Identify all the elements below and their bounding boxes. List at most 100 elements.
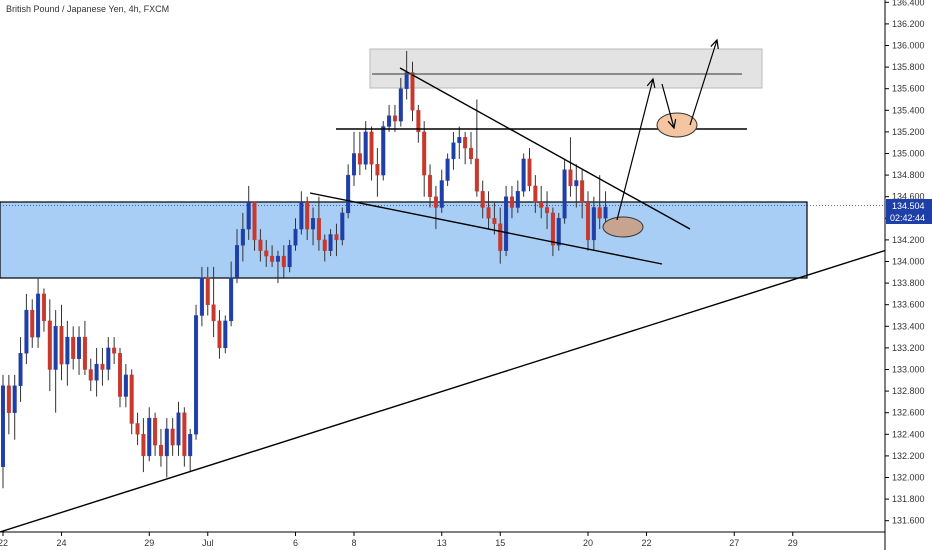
candle-body	[94, 363, 99, 381]
candle-body	[580, 180, 585, 203]
zone-layer	[0, 48, 885, 279]
candle-body	[416, 110, 421, 133]
last-price-tag: 134.504	[892, 201, 925, 211]
candle-body	[100, 363, 105, 370]
candle-body	[474, 158, 479, 192]
candle-body	[480, 191, 485, 208]
price-tick-label: 136.400	[892, 0, 925, 7]
pullback-arrow	[661, 83, 677, 130]
candle-body	[322, 239, 327, 251]
candle-body	[211, 304, 216, 322]
target-arrow-shaft	[689, 39, 718, 126]
candle-body	[12, 385, 17, 413]
candle-body	[410, 72, 415, 111]
candle-body	[77, 336, 82, 359]
lower-wedge-line	[309, 192, 663, 265]
price-tick-label: 136.000	[892, 41, 925, 51]
price-tick-label: 132.400	[892, 429, 925, 439]
candle-body	[147, 417, 152, 457]
candle-body	[135, 423, 140, 435]
time-tick-label: 20	[583, 538, 593, 548]
candle-body	[550, 212, 555, 246]
price-tick-label: 135.600	[892, 84, 925, 94]
candle-body	[515, 191, 520, 208]
candle-body	[568, 169, 573, 187]
candle-body	[521, 158, 526, 192]
candle-body	[252, 201, 257, 241]
candle-body	[556, 218, 561, 246]
candle-body	[258, 239, 263, 251]
candle-body	[463, 137, 468, 149]
candle-body	[217, 320, 222, 349]
time-tick-label: 29	[144, 538, 154, 548]
price-tick-label: 134.600	[892, 192, 925, 202]
candle-body	[498, 223, 503, 251]
candle-body	[141, 434, 146, 457]
breakout-arrow-head	[646, 77, 656, 88]
candle-body	[53, 326, 58, 370]
candle-body	[117, 353, 122, 397]
price-tick-label: 133.400	[892, 321, 925, 331]
price-tick-label: 134.000	[892, 257, 925, 267]
candle-body	[422, 131, 427, 176]
candle-body	[334, 234, 339, 241]
time-tick-label: Jul	[202, 538, 214, 548]
candle-body	[293, 228, 298, 246]
price-tick-label: 135.400	[892, 105, 925, 115]
retest-ellipse	[656, 112, 698, 138]
candle-body	[153, 417, 158, 446]
candle-body	[346, 174, 351, 214]
price-tick-label: 132.800	[892, 386, 925, 396]
price-tick-label: 134.200	[892, 235, 925, 245]
price-tick-label: 133.800	[892, 278, 925, 288]
candle-body	[234, 245, 239, 278]
candle-body	[1, 385, 5, 467]
candle-body	[199, 277, 204, 316]
candle-body	[457, 137, 462, 143]
time-tick-label: 29	[788, 538, 798, 548]
countdown-tag-bg	[886, 212, 932, 224]
candle-body	[305, 201, 310, 230]
pullback-arrow-head	[667, 119, 677, 130]
candle-body	[539, 201, 544, 208]
candle-body	[469, 147, 474, 160]
time-tick-label: 15	[495, 538, 505, 548]
time-tick-label: 22	[641, 538, 651, 548]
time-axis-panel	[0, 532, 885, 550]
candle-body	[112, 347, 117, 354]
candle-body	[439, 180, 444, 208]
price-tick-label: 132.200	[892, 451, 925, 461]
target-arrow-head	[710, 38, 719, 49]
breakout-arrow-shaft	[616, 78, 654, 221]
candle-body	[18, 353, 23, 386]
time-tick-label: 13	[437, 538, 447, 548]
candle-body	[363, 131, 368, 165]
time-tick-label: 22	[0, 538, 8, 548]
candle-body	[106, 347, 111, 370]
candle-body	[451, 142, 456, 160]
target-arrow	[689, 38, 719, 126]
time-tick-label: 27	[729, 538, 739, 548]
countdown-tag: 02:42:44	[890, 213, 925, 223]
upper-wedge-line	[399, 67, 691, 230]
last-price-tag-bg	[886, 199, 932, 212]
breakout-arrow	[616, 77, 656, 221]
candle-body	[88, 369, 93, 381]
candle-body	[352, 153, 357, 176]
candle-body	[340, 212, 345, 241]
candle-body	[375, 164, 380, 176]
price-tick-label: 136.200	[892, 19, 925, 29]
candle-body	[369, 131, 374, 165]
candle-body	[387, 115, 392, 127]
candle-body	[194, 315, 199, 435]
candle-body	[504, 196, 509, 251]
time-tick-label: 24	[56, 538, 66, 548]
candle-body	[170, 428, 175, 446]
price-tick-label: 133.600	[892, 300, 925, 310]
candle-body	[574, 180, 579, 187]
price-tick-label: 133.000	[892, 365, 925, 375]
candle-body	[6, 385, 11, 413]
